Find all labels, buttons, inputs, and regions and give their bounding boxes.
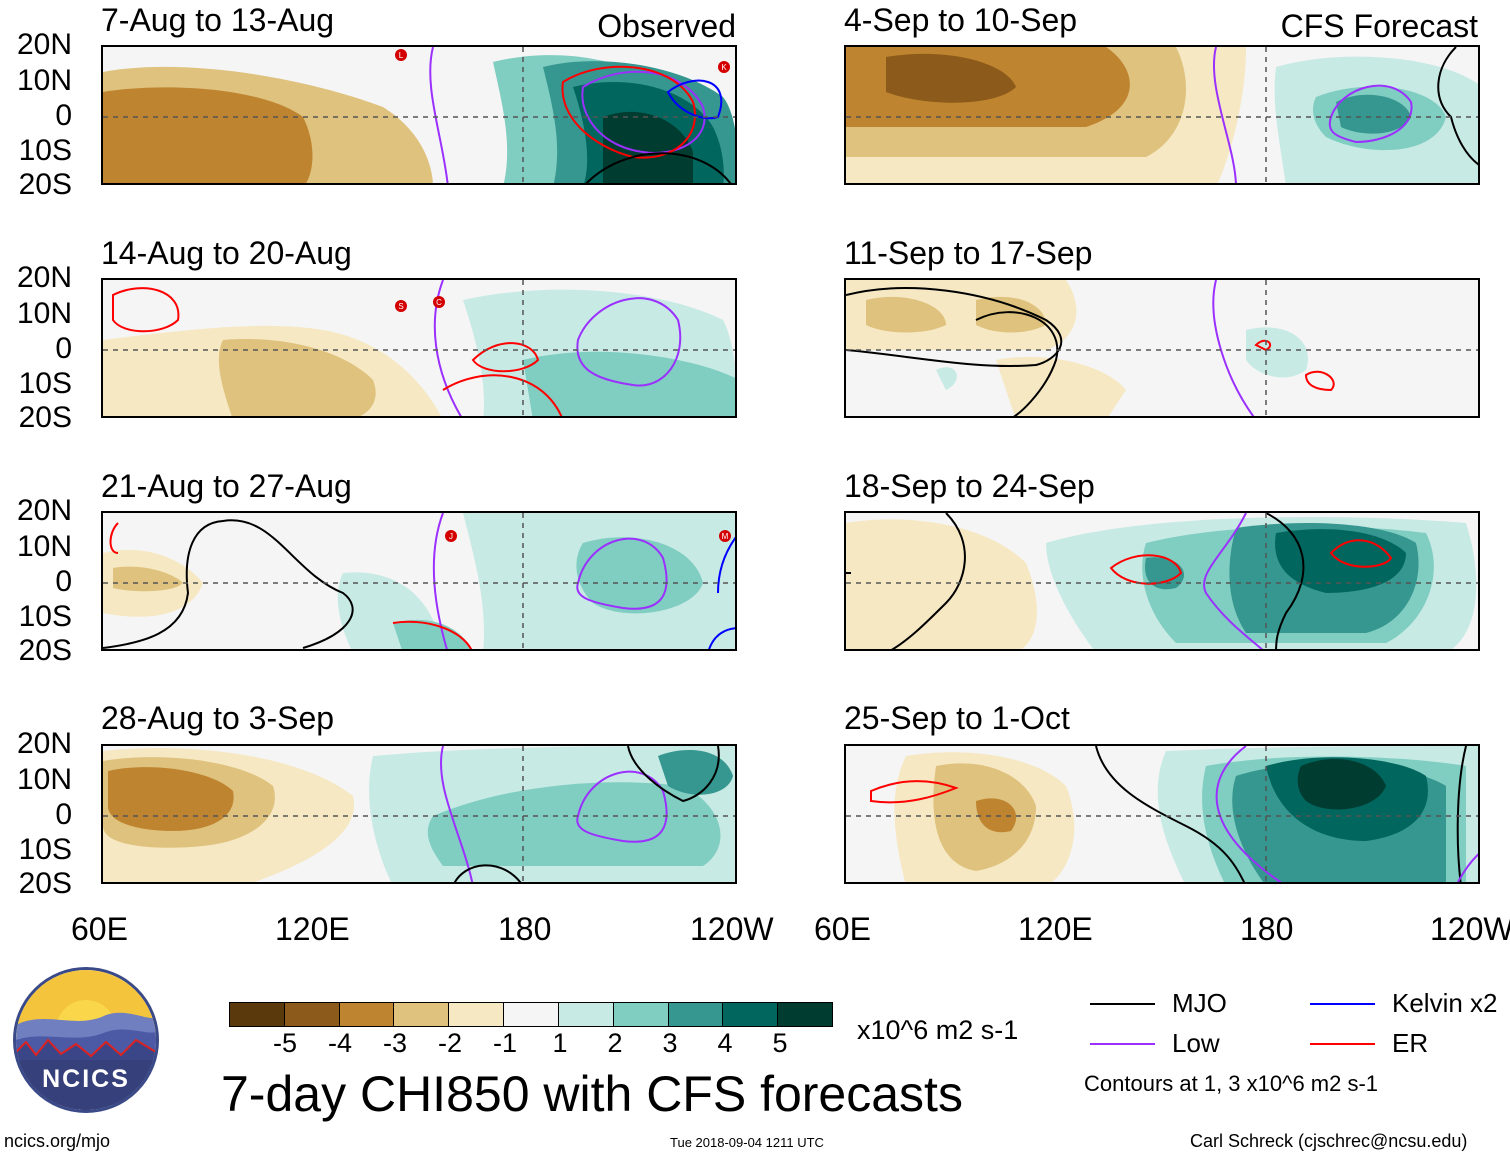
panel-title-8: 25-Sep to 1-Oct	[844, 700, 1070, 736]
colorbar-swatch	[613, 1003, 669, 1026]
legend-line-er	[1310, 1043, 1375, 1045]
colorbar-tick: 5	[772, 1028, 788, 1058]
colorbar-swatch	[230, 1003, 285, 1026]
colorbar-tick: -3	[382, 1028, 407, 1058]
legend-label-kelvin: Kelvin x2	[1392, 988, 1498, 1018]
lat-label: 20N	[16, 28, 72, 61]
panel-tag-observed: Observed	[597, 8, 736, 44]
legend-line-kelvin	[1310, 1003, 1375, 1005]
colorbar-swatch	[394, 1003, 450, 1026]
legend-label-low: Low	[1172, 1028, 1220, 1058]
lat-label: 10S	[18, 134, 72, 167]
panel-title-5: 4-Sep to 10-Sep	[844, 2, 1078, 38]
panel-title-6: 11-Sep to 17-Sep	[844, 235, 1093, 271]
panel-tag-forecast: CFS Forecast	[1280, 8, 1478, 44]
svg-text:K: K	[721, 63, 727, 72]
map-panel-fcst-4	[844, 744, 1480, 884]
lon-label: 60E	[71, 911, 128, 947]
footer-author: Carl Schreck (cjschrec@ncsu.edu)	[1190, 1131, 1468, 1151]
storm-icon: J	[445, 530, 457, 542]
colorbar-units: x10^6 m2 s-1	[857, 1015, 1019, 1045]
storm-icon: K	[718, 61, 730, 73]
map-panel-obs-4	[101, 744, 737, 884]
map-panel-fcst-3	[844, 511, 1480, 651]
svg-text:L: L	[399, 51, 404, 60]
lat-label: 20S	[18, 634, 72, 667]
lat-label: 20N	[16, 727, 72, 760]
lon-label: 180	[1240, 911, 1294, 947]
lat-label: 0	[55, 99, 72, 132]
map-panel-obs-3: J M	[101, 511, 737, 651]
lon-label: 60E	[814, 911, 871, 947]
lat-label: 20S	[18, 867, 72, 900]
lat-label: 10N	[16, 297, 72, 330]
legend-label-mjo: MJO	[1172, 988, 1227, 1018]
legend-line-mjo	[1090, 1003, 1155, 1005]
colorbar-swatch	[668, 1003, 724, 1026]
lat-label: 20N	[16, 261, 72, 294]
lat-label: 20N	[16, 494, 72, 527]
panel-title-3: 21-Aug to 27-Aug	[101, 468, 352, 504]
svg-text:M: M	[722, 532, 729, 541]
contour-note: Contours at 1, 3 x10^6 m2 s-1	[1084, 1071, 1379, 1096]
lat-label: 10S	[18, 600, 72, 633]
colorbar-tick: -5	[272, 1028, 297, 1058]
colorbar-swatch	[284, 1003, 340, 1026]
storm-icon: C	[433, 296, 445, 308]
panel-title-4: 28-Aug to 3-Sep	[101, 700, 335, 736]
legend-label-er: ER	[1392, 1028, 1429, 1058]
colorbar-swatch	[449, 1003, 505, 1026]
panel-title-2: 14-Aug to 20-Aug	[101, 235, 352, 271]
lon-label: 120W	[1430, 911, 1510, 947]
colorbar-tick: -2	[437, 1028, 462, 1058]
lat-label: 20S	[18, 168, 72, 201]
colorbar-tick: 4	[717, 1028, 733, 1058]
ncics-logo: NCICS	[13, 967, 159, 1113]
lat-label: 0	[55, 332, 72, 365]
map-panel-fcst-1	[844, 45, 1480, 185]
main-title: 7-day CHI850 with CFS forecasts	[221, 1066, 963, 1122]
colorbar-tick: 3	[662, 1028, 678, 1058]
panel-title-1: 7-Aug to 13-Aug	[101, 2, 335, 38]
colorbar-swatch	[339, 1003, 395, 1026]
colorbar-tick: -4	[327, 1028, 352, 1058]
storm-icon: S	[395, 300, 407, 312]
lat-label: 10N	[16, 530, 72, 563]
map-panel-obs-1: L K	[101, 45, 737, 185]
lat-label: 10S	[18, 367, 72, 400]
svg-text:J: J	[449, 532, 453, 541]
storm-icon: M	[719, 530, 731, 542]
svg-text:S: S	[398, 302, 403, 311]
lat-label: 0	[55, 798, 72, 831]
colorbar-swatch	[723, 1003, 779, 1026]
footer-link[interactable]: ncics.org/mjo	[4, 1131, 111, 1151]
panel-title-7: 18-Sep to 24-Sep	[844, 468, 1095, 504]
lon-label: 120W	[690, 911, 774, 947]
lat-label: 10N	[16, 763, 72, 796]
lat-label: 0	[55, 565, 72, 598]
svg-text:C: C	[436, 298, 442, 307]
colorbar-swatch	[778, 1003, 832, 1026]
lon-label: 180	[498, 911, 552, 947]
colorbar	[229, 1002, 833, 1027]
colorbar-tick: 1	[552, 1028, 568, 1058]
lon-label: 120E	[1018, 911, 1093, 947]
storm-icon: L	[395, 49, 407, 61]
logo-text: NCICS	[42, 1065, 130, 1093]
lat-label: 20S	[18, 401, 72, 434]
map-panel-obs-2: S C	[101, 278, 737, 418]
legend-line-low	[1090, 1043, 1155, 1045]
colorbar-tick: -1	[492, 1028, 517, 1058]
colorbar-swatch	[558, 1003, 614, 1026]
map-panel-fcst-2	[844, 278, 1480, 418]
lon-label: 120E	[275, 911, 350, 947]
lat-label: 10S	[18, 833, 72, 866]
footer-timestamp: Tue 2018-09-04 1211 UTC	[670, 1135, 824, 1150]
lat-label: 10N	[16, 64, 72, 97]
colorbar-tick: 2	[607, 1028, 623, 1058]
colorbar-swatch	[504, 1003, 559, 1026]
